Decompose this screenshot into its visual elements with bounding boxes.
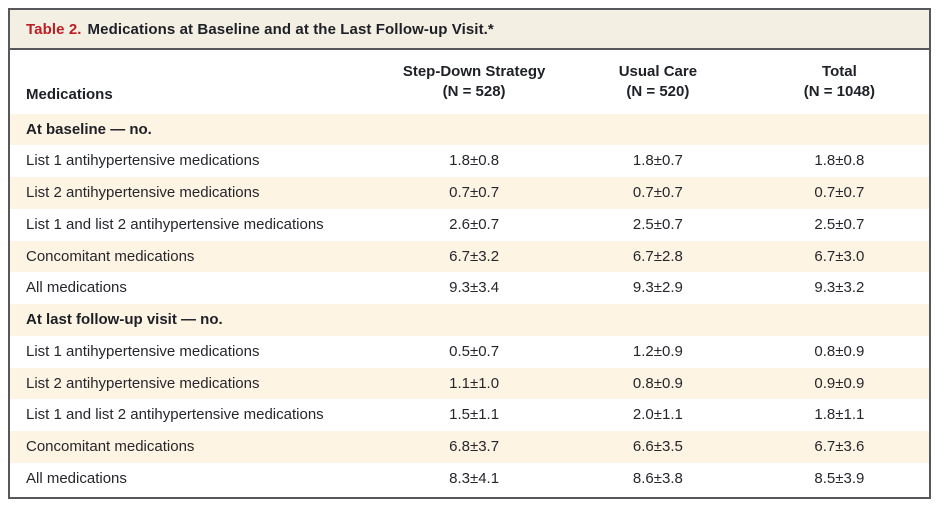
cell-value (382, 113, 566, 146)
column-n: (N = 520) (626, 83, 690, 101)
cell-value: 6.8±3.7 (382, 431, 566, 463)
cell-value: 6.7±2.8 (565, 240, 750, 273)
cell-value: 9.3±3.4 (382, 272, 566, 304)
cell-value: 2.5±0.7 (749, 208, 929, 241)
cell-value (749, 304, 929, 336)
cell-value: 1.8±1.1 (749, 399, 929, 431)
table-row: All medications 8.3±4.1 8.6±3.8 8.5±3.9 (10, 462, 929, 495)
column-name: Total (822, 63, 857, 80)
table-row: List 1 antihypertensive medications 1.8±… (10, 145, 929, 177)
row-label: Concomitant medications (10, 431, 383, 463)
cell-value (749, 113, 929, 146)
section-label: At baseline — no. (10, 113, 383, 146)
column-name: Usual Care (618, 63, 698, 80)
cell-value: 9.3±2.9 (565, 272, 750, 304)
table-row: Concomitant medications 6.7±3.2 6.7±2.8 … (10, 240, 929, 273)
cell-value: 0.5±0.7 (382, 335, 566, 368)
column-n: (N = 1048) (803, 83, 876, 101)
cell-value: 6.7±3.2 (382, 240, 566, 273)
row-label: List 1 antihypertensive medications (10, 145, 383, 177)
row-label: List 1 and list 2 antihypertensive medic… (10, 208, 383, 241)
row-label: All medications (10, 272, 383, 304)
cell-value: 9.3±3.2 (749, 272, 929, 304)
column-n: (N = 528) (442, 83, 506, 101)
table-2-frame: Table 2. Medications at Baseline and at t… (8, 8, 931, 499)
cell-value: 8.6±3.8 (565, 462, 750, 495)
column-header-total: Total (N = 1048) (749, 50, 929, 114)
row-label: Concomitant medications (10, 240, 383, 273)
cell-value: 8.5±3.9 (749, 462, 929, 495)
cell-value (382, 304, 566, 336)
cell-value: 0.9±0.9 (749, 367, 929, 400)
cell-value: 1.1±1.0 (382, 367, 566, 400)
table-row: Concomitant medications 6.8±3.7 6.6±3.5 … (10, 431, 929, 463)
table-row: List 1 and list 2 antihypertensive medic… (10, 208, 929, 241)
table-row: All medications 9.3±3.4 9.3±2.9 9.3±3.2 (10, 272, 929, 304)
cell-value: 1.8±0.8 (382, 145, 566, 177)
column-header-medications: Medications (10, 50, 383, 114)
cell-value: 6.7±3.0 (749, 240, 929, 273)
cell-value: 1.8±0.8 (749, 145, 929, 177)
table-title-bar: Table 2. Medications at Baseline and at t… (10, 10, 929, 50)
table-row: List 2 antihypertensive medications 0.7±… (10, 177, 929, 209)
row-label: List 2 antihypertensive medications (10, 177, 383, 209)
row-label: All medications (10, 462, 383, 495)
cell-value: 0.7±0.7 (749, 177, 929, 209)
cell-value (565, 113, 750, 146)
table-row: List 1 antihypertensive medications 0.5±… (10, 335, 929, 368)
row-label: List 2 antihypertensive medications (10, 367, 383, 400)
column-header-usual-care: Usual Care (N = 520) (565, 50, 750, 114)
cell-value: 8.3±4.1 (382, 462, 566, 495)
cell-value: 6.6±3.5 (565, 431, 750, 463)
cell-value: 2.0±1.1 (565, 399, 750, 431)
cell-value: 1.8±0.7 (565, 145, 750, 177)
medications-table: Medications Step-Down Strategy (N = 528)… (10, 50, 929, 495)
cell-value: 1.5±1.1 (382, 399, 566, 431)
cell-value (565, 304, 750, 336)
table-body: At baseline — no. List 1 antihypertensiv… (10, 113, 929, 495)
cell-value: 2.6±0.7 (382, 208, 566, 241)
table-number-label: Table 2. (26, 21, 82, 38)
table-row: List 1 and list 2 antihypertensive medic… (10, 399, 929, 431)
column-header-step-down: Step-Down Strategy (N = 528) (382, 50, 566, 114)
cell-value: 0.8±0.9 (749, 335, 929, 368)
row-label: List 1 and list 2 antihypertensive medic… (10, 399, 383, 431)
cell-value: 0.8±0.9 (565, 367, 750, 400)
table-row: List 2 antihypertensive medications 1.1±… (10, 367, 929, 400)
cell-value: 0.7±0.7 (565, 177, 750, 209)
cell-value: 6.7±3.6 (749, 431, 929, 463)
header-row: Medications Step-Down Strategy (N = 528)… (10, 50, 929, 114)
table-title: Medications at Baseline and at the Last … (87, 21, 494, 38)
section-label: At last follow-up visit — no. (10, 304, 383, 336)
row-label: List 1 antihypertensive medications (10, 335, 383, 368)
cell-value: 0.7±0.7 (382, 177, 566, 209)
cell-value: 1.2±0.9 (565, 335, 750, 368)
section-row-baseline: At baseline — no. (10, 113, 929, 146)
table-header: Medications Step-Down Strategy (N = 528)… (10, 50, 929, 114)
section-row-follow-up: At last follow-up visit — no. (10, 304, 929, 336)
column-name: Step-Down Strategy (402, 63, 546, 80)
cell-value: 2.5±0.7 (565, 208, 750, 241)
